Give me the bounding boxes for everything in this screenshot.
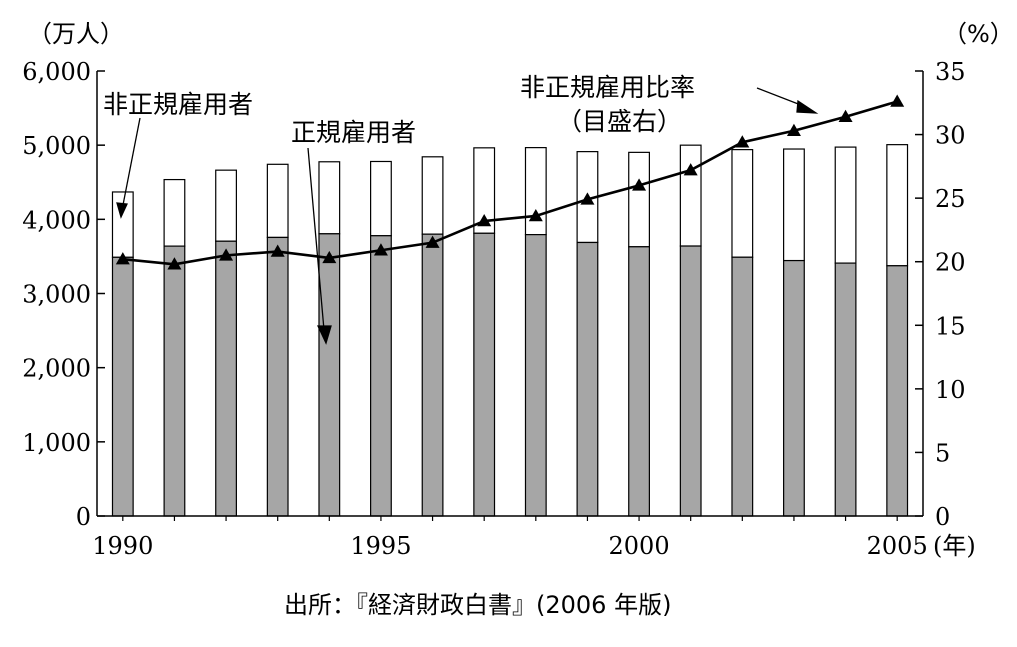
bar-nonregular-1993: [266, 163, 289, 239]
bar-nonregular-2000: [628, 151, 650, 248]
tick-labels-layer: 0 1,000 2,000 3,000 4,000 5,000 6,000 0 5 10 15 20 2…: [22, 58, 965, 560]
ratio-line: [122, 100, 898, 266]
ratio-marker-1994: [322, 250, 337, 264]
x-tick-label: 2005: [867, 532, 928, 560]
x-tick-label: 2000: [609, 532, 670, 560]
annotation-right-scale: （目盛右）: [557, 107, 682, 136]
bar-regular-1992: [215, 240, 237, 517]
leader-ratio-arrowhead: [796, 99, 819, 114]
bar-nonregular-2001: [679, 144, 702, 247]
bar-regular-2004: [834, 262, 857, 517]
bars-layer: [111, 144, 909, 517]
left-tick-label: 4,000: [22, 206, 91, 234]
right-tick-label: 0: [935, 503, 950, 531]
ratio-marker-2000: [632, 178, 647, 191]
right-tick-label: 5: [935, 439, 950, 467]
bar-regular-2005: [886, 265, 909, 517]
bar-nonregular-1996: [421, 156, 444, 235]
ratio-marker-1990: [115, 252, 130, 265]
bar-regular-1990: [111, 256, 134, 517]
right-tick-label: 35: [935, 58, 966, 86]
leader-nonregular-arrowhead: [116, 202, 128, 219]
bar-regular-2002: [731, 256, 754, 517]
annotation-nonregular-ratio: 非正規雇用比率: [520, 73, 695, 102]
ratio-marker-2005: [890, 94, 905, 107]
right-tick-label: 15: [935, 312, 966, 340]
bar-nonregular-1992: [215, 169, 237, 242]
bar-regular-2000: [628, 246, 650, 517]
left-axis-unit: （万人）: [28, 20, 124, 48]
left-tick-label: 5,000: [22, 132, 91, 160]
bar-nonregular-1994: [318, 161, 341, 235]
x-tick-label: 1990: [92, 532, 153, 560]
leader-regular-arrowhead: [316, 325, 332, 345]
bar-regular-2003: [783, 259, 805, 517]
axes-layer: [96, 70, 924, 521]
ratio-marker-1991: [167, 257, 182, 270]
right-tick-label: 20: [935, 249, 966, 277]
bar-nonregular-2005: [886, 144, 909, 267]
bar-regular-1997: [473, 232, 496, 517]
bar-nonregular-1998: [524, 147, 547, 236]
bar-regular-1993: [266, 236, 289, 517]
bar-nonregular-2004: [834, 146, 857, 264]
ratio-marker-1999: [580, 192, 595, 205]
bar-nonregular-1991: [163, 178, 186, 247]
annotation-regular-workers: 正規雇用者: [291, 118, 416, 147]
left-tick-label: 0: [76, 503, 91, 531]
source-note: 出所：『経済財政白書』(2006 年版): [284, 591, 671, 619]
ratio-line-layer: [115, 94, 905, 270]
ratio-marker-1997: [477, 214, 492, 227]
bar-regular-1991: [163, 245, 186, 517]
x-tick-label: 1995: [350, 532, 411, 560]
bar-regular-1994: [318, 233, 341, 517]
left-tick-label: 1,000: [22, 429, 91, 457]
left-tick-label: 3,000: [22, 281, 91, 309]
right-axis-unit: （%）: [943, 20, 1014, 48]
left-tick-label: 2,000: [22, 355, 91, 383]
left-tick-label: 6,000: [22, 58, 91, 86]
ratio-marker-1996: [425, 235, 440, 248]
right-tick-label: 30: [935, 122, 966, 150]
annotation-nonregular-workers: 非正規雇用者: [103, 90, 253, 119]
bar-nonregular-2002: [731, 149, 754, 258]
right-tick-label: 25: [935, 185, 966, 213]
ratio-marker-1995: [373, 243, 388, 256]
leader-regular: [307, 147, 325, 331]
ratio-marker-2003: [786, 123, 801, 137]
ratio-marker-2002: [735, 135, 750, 148]
ratio-marker-1992: [219, 248, 234, 261]
right-tick-label: 10: [935, 376, 966, 404]
bar-nonregular-1995: [370, 160, 392, 237]
ratio-marker-2001: [683, 163, 698, 176]
leader-nonregular: [122, 117, 141, 206]
ratio-marker-1993: [270, 244, 285, 257]
bar-nonregular-2003: [783, 148, 805, 262]
bar-regular-1995: [370, 235, 392, 517]
ratio-marker-2004: [838, 109, 853, 123]
ratio-marker-1998: [528, 208, 543, 222]
bar-regular-1996: [421, 233, 444, 517]
annotation-leader-lines: [116, 87, 819, 345]
bar-regular-2001: [679, 245, 702, 517]
bar-nonregular-1990: [111, 191, 134, 258]
bar-regular-1998: [524, 234, 547, 517]
x-axis-unit: (年): [933, 532, 976, 560]
bar-regular-1999: [576, 241, 599, 517]
